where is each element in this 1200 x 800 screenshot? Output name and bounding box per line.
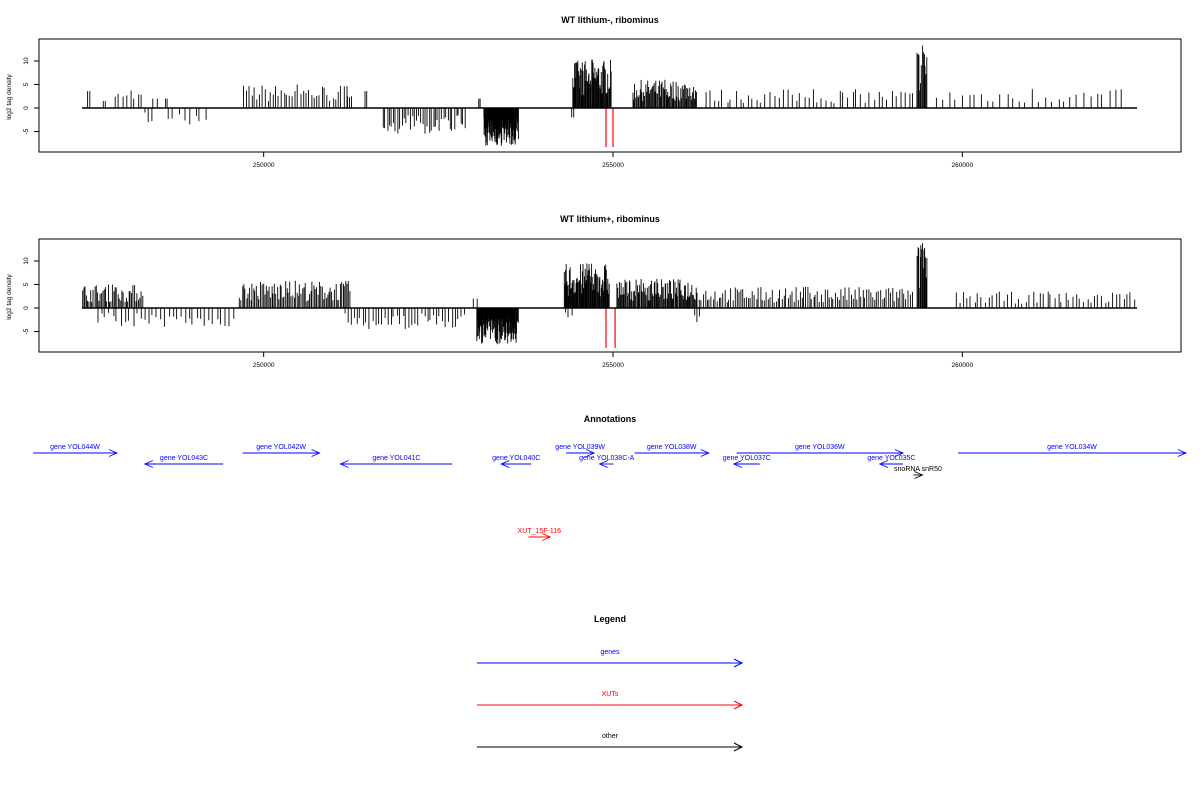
feature-label: gene YOL043C: [160, 455, 208, 462]
feature-label: gene YOL038C-A: [579, 455, 634, 462]
x-tick-label: 260000: [951, 162, 973, 169]
feature-label: gene YOL044W: [50, 444, 100, 451]
strand-arrowhead: [143, 460, 154, 468]
x-tick-label: 255000: [602, 162, 624, 169]
coverage-marks: [82, 243, 1136, 348]
legend: Legend genes XUTs other: [477, 614, 744, 752]
coverage-panel-lithium-plus: WT lithium+, ribominus log2 tag density …: [6, 214, 1182, 369]
legend-arrowhead: [733, 742, 744, 752]
y-tick-label: -5: [23, 328, 30, 334]
coverage-panel-lithium-minus: WT lithium-, ribominus log2 tag density …: [6, 15, 1182, 169]
legend-entry: XUTs: [477, 691, 744, 710]
feature-label: gene YOL037C: [723, 455, 771, 462]
y-tick-label: -5: [23, 128, 30, 134]
y-tick-label: 0: [23, 306, 30, 310]
strand-arrowhead: [914, 471, 924, 479]
x-tick-label: 255000: [602, 362, 624, 369]
feature-label: gene YOL035C: [867, 455, 915, 462]
panel-title: WT lithium-, ribominus: [561, 15, 659, 25]
x-tick-label: 260000: [951, 362, 973, 369]
strand-arrowhead: [311, 449, 321, 457]
plot-frame: [38, 238, 1182, 353]
y-axis-label: log2 tag density: [6, 73, 13, 119]
feature-label: gene YOL036W: [795, 444, 845, 451]
feature-label: gene YOL039W: [555, 444, 605, 451]
y-tick-label: 5: [23, 282, 30, 286]
plot-frame: [38, 38, 1182, 153]
strand-arrowhead: [598, 460, 608, 468]
x-axis: 250000 255000 260000: [253, 352, 974, 369]
legend-entries: genes XUTs other: [477, 649, 744, 752]
x-axis: 250000 255000 260000: [253, 152, 974, 169]
strand-arrowhead: [541, 533, 552, 541]
y-axis: -5 0 5 10: [23, 57, 39, 134]
feature-label: gene YOL034W: [1047, 444, 1097, 451]
y-tick-label: 0: [23, 106, 30, 110]
annotation-feature: gene YOL037C: [723, 455, 771, 468]
annotation-feature: gene YOL042W: [242, 444, 321, 457]
feature-label: gene YOL038W: [647, 444, 697, 451]
annotation-feature: gene YOL041C: [339, 455, 453, 468]
strand-arrowhead: [878, 460, 889, 468]
legend-label: genes: [600, 649, 620, 656]
legend-label: other: [602, 733, 619, 740]
annotation-feature: gene YOL040C: [492, 455, 540, 468]
annotation-feature: snoRNA snR50: [894, 466, 942, 479]
y-tick-label: 10: [23, 257, 30, 265]
annotation-feature: gene YOL034W: [958, 444, 1188, 457]
legend-title: Legend: [594, 614, 626, 624]
legend-entry: genes: [477, 649, 744, 668]
annotation-features: gene YOL044W gene YOL043C gene YOL042W gene…: [33, 444, 1188, 541]
strand-arrowhead: [894, 449, 905, 457]
x-tick-label: 250000: [253, 362, 275, 369]
legend-arrowhead: [733, 700, 744, 710]
y-tick-label: 10: [23, 57, 30, 65]
annotations-title: Annotations: [584, 414, 637, 424]
y-axis: -5 0 5 10: [23, 257, 39, 334]
annotation-feature: gene YOL036W: [736, 444, 905, 457]
panel-title: WT lithium+, ribominus: [560, 214, 660, 224]
annotation-feature: gene YOL038W: [634, 444, 710, 457]
legend-entry: other: [477, 733, 744, 752]
feature-label: snoRNA snR50: [894, 466, 942, 473]
feature-label: XUT_15F-116: [518, 528, 562, 535]
strand-arrowhead: [108, 449, 119, 457]
annotation-feature: gene YOL043C: [143, 455, 224, 468]
strand-arrowhead: [700, 449, 710, 457]
feature-label: gene YOL041C: [372, 455, 420, 462]
x-tick-label: 250000: [253, 162, 275, 169]
legend-label: XUTs: [602, 691, 619, 698]
annotation-feature: XUT_15F-116: [518, 528, 562, 541]
annotation-feature: gene YOL035C: [867, 455, 915, 468]
strand-arrowhead: [339, 460, 349, 468]
strand-arrowhead: [1177, 449, 1188, 457]
strand-arrowhead: [585, 449, 596, 457]
annotation-feature: gene YOL038C-A: [579, 455, 635, 468]
strand-arrowhead: [732, 460, 743, 468]
legend-arrowhead: [733, 658, 744, 668]
coverage-marks: [87, 45, 1122, 147]
feature-label: gene YOL040C: [492, 455, 540, 462]
feature-label: gene YOL042W: [256, 444, 306, 451]
strand-arrowhead: [500, 460, 510, 468]
y-tick-label: 5: [23, 82, 30, 86]
annotation-feature: gene YOL039W: [555, 444, 605, 457]
y-axis-label: log2 tag density: [6, 273, 13, 319]
annotation-feature: gene YOL044W: [33, 444, 119, 457]
